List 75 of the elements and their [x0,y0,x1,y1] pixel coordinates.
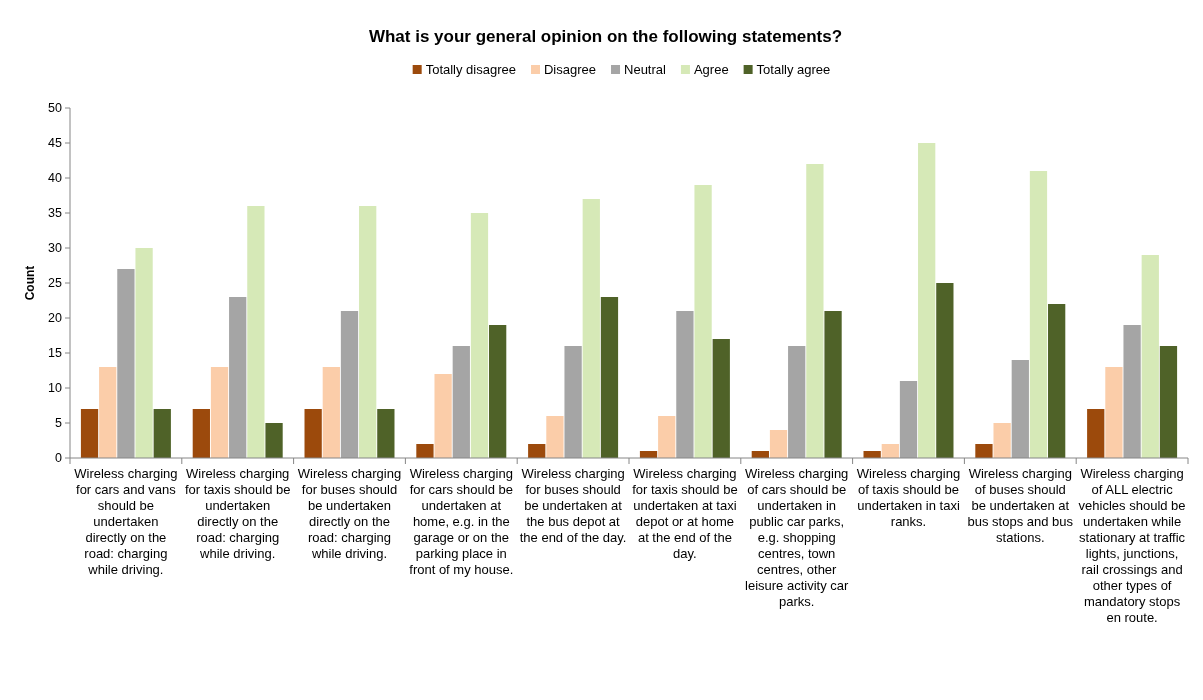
bar [1141,255,1159,458]
bar [993,423,1011,458]
bar [229,297,247,458]
y-tick-label: 50 [48,101,63,116]
x-tick-label: Wireless charging for cars should be undertaken at home, e.g. in the garage or on the parking place in front of my house. [409,466,514,577]
bar [1159,346,1178,458]
bar [434,374,452,458]
y-axis-title: Count [23,265,37,301]
bar [265,423,283,458]
bar [806,164,824,458]
x-tick-label: Wireless charging for buses should be undertaken at the bus depot at the end of the day. [519,466,627,545]
y-tick-label: 45 [48,136,63,151]
x-tick-label: Wireless charging for taxis should be undertaken at taxi depot or at home at the end of the day. [632,466,738,561]
y-tick-label: 35 [48,206,63,221]
legend-label: Disagree [544,62,597,77]
y-tick-label: 5 [55,416,63,431]
bar [1123,325,1141,458]
bar [824,311,842,458]
x-tick-label: Wireless charging for taxis should be undertaken directly on the road: charging while driving. [184,466,291,561]
bar [769,430,788,458]
chart-title: What is your general opinion on the following statements? [368,27,843,46]
y-tick-label: 40 [48,171,63,186]
bar [600,297,619,458]
bar [658,416,676,458]
bar [247,206,265,458]
bar [135,248,153,458]
x-tick-label: Wireless charging for cars and vans should be undertaken directly on the road: charging while driving. [74,466,178,577]
bar [881,444,899,458]
bar [1029,171,1048,458]
bar [489,325,507,458]
bar [788,346,806,458]
y-tick-label: 0 [55,451,63,466]
y-tick-label: 30 [48,241,63,256]
legend-label: Totally disagree [425,62,516,77]
category-label: Wireless charging of ALL electric vehicles should be undertaken while stationary at traffic lights, junctions, rail crossings and other types of mandatory stops en route. [1078,466,1186,625]
bar [359,206,377,458]
bar [1048,304,1066,458]
y-tick-label: 20 [48,311,63,326]
bar [99,367,117,458]
bar [192,409,210,458]
y-tick-label: 25 [48,276,63,291]
y-tick-label: 10 [48,381,63,396]
bar [546,416,564,458]
bar [210,367,229,458]
x-tick-label: Wireless charging of buses should be undertaken at bus stops and bus stations. [967,466,1074,545]
bar [377,409,395,458]
bar [975,444,993,458]
bar [899,381,918,458]
bar [1087,409,1105,458]
bar [694,185,712,458]
legend-label: Agree [693,62,729,77]
bar [452,346,470,458]
bar [1105,367,1123,458]
bar [117,269,135,458]
bar [304,409,322,458]
bar [340,311,359,458]
bar [416,444,434,458]
y-tick-label: 15 [48,346,63,361]
bar [528,444,546,458]
bar [676,311,694,458]
x-tick-label: Wireless charging of taxis should be undertaken in taxi ranks. [856,466,961,529]
category-label: Wireless charging of cars should be undertaken in public car parks, e.g. shopping centres, town centres, other leisure activity car parks. [745,466,849,609]
bar [80,409,99,458]
legend-label: Totally agree [756,62,831,77]
bar [712,339,730,458]
bar [564,346,582,458]
legend-label: Neutral [624,62,667,77]
bar [153,409,171,458]
bar [582,199,600,458]
bar [470,213,489,458]
bar [936,283,954,458]
bar [322,367,340,458]
bar [918,143,936,458]
x-tick-label: Wireless charging for buses should be undertaken directly on the road: charging while driving. [297,466,402,561]
bar [1011,360,1029,458]
